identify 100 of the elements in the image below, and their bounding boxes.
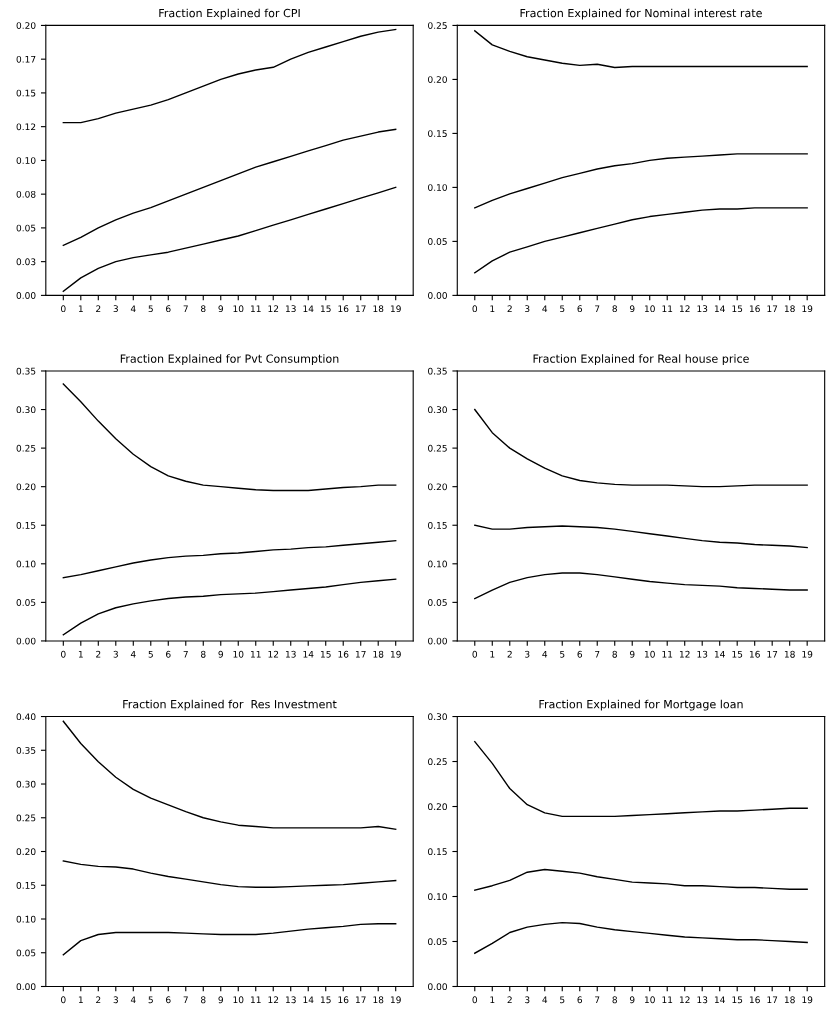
x-tick-label: 9 xyxy=(218,996,223,1004)
y-tick-label: 0.30 xyxy=(16,406,36,414)
x-tick-label: 15 xyxy=(320,650,331,658)
x-tick-label: 4 xyxy=(542,996,548,1004)
x-tick-label: 16 xyxy=(749,996,760,1004)
x-tick-label: 13 xyxy=(697,996,708,1004)
y-tick-label: 0.15 xyxy=(16,89,36,97)
x-tick-label: 1 xyxy=(78,996,83,1004)
y-tick-label: 0.35 xyxy=(428,367,447,375)
x-tick-label: 7 xyxy=(595,305,600,312)
chart-title: Fraction Explained for Nominal interest rate xyxy=(520,8,762,20)
y-tick-label: 0.35 xyxy=(16,747,36,754)
x-tick-label: 11 xyxy=(662,996,673,1004)
x-tick-label: 17 xyxy=(355,996,366,1004)
x-tick-label: 17 xyxy=(355,305,366,312)
y-tick-label: 0.25 xyxy=(16,444,36,452)
x-tick-label: 8 xyxy=(612,996,617,1004)
x-tick-label: 5 xyxy=(560,650,565,658)
x-tick-label: 7 xyxy=(183,650,188,658)
x-tick-label: 3 xyxy=(525,996,530,1004)
y-tick-label: 0.10 xyxy=(16,157,36,164)
x-tick-label: 14 xyxy=(303,650,314,658)
x-tick-label: 19 xyxy=(390,305,401,313)
x-tick-label: 2 xyxy=(96,650,101,658)
x-tick-label: 8 xyxy=(612,650,617,658)
x-tick-label: 0 xyxy=(472,996,478,1004)
x-tick-label: 8 xyxy=(201,650,206,658)
x-tick-label: 4 xyxy=(542,305,548,312)
y-tick-label: 0.30 xyxy=(428,406,447,414)
y-tick-label: 0.08 xyxy=(16,190,36,198)
x-tick-label: 18 xyxy=(784,996,795,1004)
x-tick-label: 15 xyxy=(320,996,331,1004)
y-tick-label: 0.10 xyxy=(16,560,36,568)
x-tick-label: 7 xyxy=(183,305,188,312)
y-tick-label: 0.05 xyxy=(428,238,447,245)
x-tick-label: 3 xyxy=(113,305,118,313)
y-tick-label: 0.15 xyxy=(16,521,36,529)
y-tick-label: 0.35 xyxy=(16,367,36,375)
x-tick-label: 17 xyxy=(767,305,778,312)
x-tick-label: 16 xyxy=(338,996,349,1004)
x-tick-label: 13 xyxy=(285,996,296,1004)
y-tick-label: 0.15 xyxy=(428,521,447,529)
x-tick-label: 13 xyxy=(697,305,708,313)
y-tick-label: 0.05 xyxy=(16,224,36,232)
x-tick-label: 17 xyxy=(355,650,366,658)
y-tick-label: 0.20 xyxy=(428,483,447,491)
x-tick-label: 6 xyxy=(166,305,171,313)
y-tick-label: 0.20 xyxy=(16,848,36,856)
x-tick-label: 12 xyxy=(679,305,690,312)
x-tick-label: 16 xyxy=(749,305,760,313)
line-series xyxy=(474,741,808,818)
x-tick-label: 3 xyxy=(113,650,118,658)
line-series xyxy=(474,30,808,69)
x-tick-label: 4 xyxy=(130,996,136,1004)
line-series xyxy=(62,539,397,579)
y-tick-label: 0.20 xyxy=(428,803,447,811)
chart-title: Fraction Explained for Mortgage loan xyxy=(539,699,743,711)
x-tick-label: 8 xyxy=(612,305,617,313)
line-series xyxy=(474,572,808,600)
x-tick-label: 10 xyxy=(644,996,655,1004)
x-tick-label: 2 xyxy=(507,650,512,658)
y-tick-label: 0.00 xyxy=(16,637,36,645)
x-tick-label: 4 xyxy=(542,650,548,658)
x-tick-label: 7 xyxy=(183,996,188,1004)
line-series xyxy=(62,923,397,956)
chart-title: Fraction Explained for Pvt Consumption xyxy=(120,354,339,365)
x-tick-label: 9 xyxy=(629,996,635,1004)
x-tick-label: 9 xyxy=(218,305,223,313)
y-tick-label: 0.25 xyxy=(428,22,447,29)
y-tick-label: 0.10 xyxy=(428,184,447,191)
x-tick-label: 15 xyxy=(732,650,743,658)
x-tick-label: 18 xyxy=(373,650,384,658)
x-tick-label: 4 xyxy=(130,650,136,658)
line-series xyxy=(62,186,397,293)
x-tick-label: 6 xyxy=(577,996,583,1004)
x-tick-label: 13 xyxy=(285,305,296,313)
x-tick-label: 6 xyxy=(577,305,583,313)
line-series xyxy=(62,720,397,830)
line-series xyxy=(474,921,808,954)
y-tick-label: 0.25 xyxy=(16,814,36,822)
x-tick-label: 17 xyxy=(767,650,778,658)
x-tick-label: 18 xyxy=(373,305,384,313)
x-tick-label: 13 xyxy=(285,650,296,658)
line-series xyxy=(474,408,808,488)
y-tick-label: 0.00 xyxy=(428,292,447,299)
y-tick-label: 0.25 xyxy=(428,444,447,452)
y-tick-label: 0.05 xyxy=(428,599,447,606)
x-tick-label: 12 xyxy=(679,650,690,658)
y-tick-label: 0.00 xyxy=(16,292,36,299)
y-tick-label: 0.05 xyxy=(428,938,447,946)
y-tick-label: 0.00 xyxy=(428,637,447,645)
x-tick-label: 9 xyxy=(629,305,635,313)
x-tick-label: 6 xyxy=(166,996,171,1004)
x-tick-label: 1 xyxy=(490,996,495,1004)
line-series xyxy=(62,383,397,492)
x-tick-label: 0 xyxy=(61,996,66,1004)
x-tick-label: 9 xyxy=(629,650,635,658)
x-tick-label: 12 xyxy=(679,996,690,1004)
x-tick-label: 6 xyxy=(166,650,171,658)
x-tick-label: 11 xyxy=(251,650,261,658)
